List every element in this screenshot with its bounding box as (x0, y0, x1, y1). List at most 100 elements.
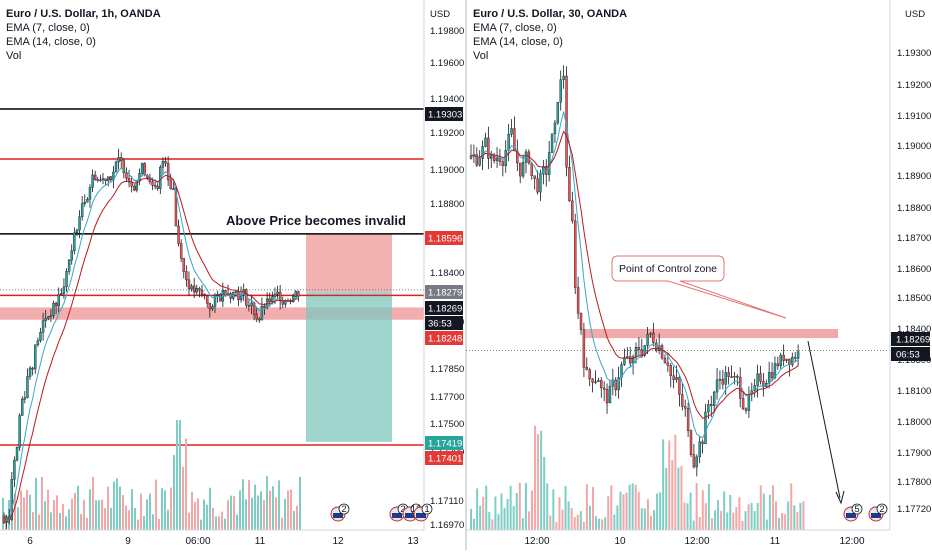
left-event-badge-1-count-text: 2 (341, 504, 346, 515)
left-price-tag[interactable] (425, 331, 463, 345)
right-candle (767, 372, 771, 384)
left-event-badge-2-flag (392, 513, 402, 518)
right-volume-bar (616, 505, 619, 530)
right-volume-bar (677, 467, 680, 530)
left-event-badge-4-count-text: 1 (424, 504, 429, 515)
left-ema14-label[interactable]: EMA (14, close, 0) (6, 36, 96, 48)
left-candle (234, 291, 238, 293)
right-x-tick: 12:00 (524, 536, 549, 547)
right-y-tick: 1.18400 (897, 324, 931, 335)
right-price-tag[interactable] (891, 332, 930, 346)
left-x-tick: 9 (125, 536, 131, 547)
point-of-control-zone[interactable] (585, 328, 838, 339)
right-candle (747, 394, 751, 411)
left-candle (174, 189, 178, 227)
right-candle (530, 162, 533, 176)
right-candle (649, 332, 652, 335)
right-volume-bar (503, 507, 506, 530)
left-candle (91, 174, 94, 188)
right-candle (660, 345, 664, 359)
left-ema7-label[interactable]: EMA (7, close, 0) (6, 22, 90, 34)
right-y-tick: 1.18600 (897, 264, 931, 275)
left-candle (247, 305, 251, 307)
left-event-badge-3-flag (405, 513, 415, 518)
poc-callout-box[interactable] (611, 255, 787, 319)
left-price-tag[interactable] (425, 301, 463, 315)
right-x-tick: 11 (770, 536, 781, 547)
left-event-badge-1-flag (333, 513, 343, 518)
left-candle (182, 258, 185, 272)
right-x-tick: 10 (614, 536, 626, 547)
right-candle (585, 367, 588, 370)
right-ema7-line (470, 111, 799, 439)
left-candle (166, 162, 170, 181)
left-volume-bar (188, 512, 190, 530)
left-volume-bar (197, 498, 199, 530)
right-volume-bar (762, 493, 765, 530)
right-y-tick: 1.18500 (897, 293, 931, 304)
left-event-badge-1-count (338, 503, 350, 515)
right-volume-bar (765, 519, 768, 530)
right-candle (672, 375, 675, 380)
left-candle (263, 305, 266, 308)
right-volume-bar (720, 510, 723, 530)
right-volume-bar (726, 512, 729, 530)
left-volume-bar (95, 500, 97, 530)
right-ema7-label[interactable]: EMA (7, close, 0) (473, 22, 557, 34)
left-volume-bar (260, 491, 262, 530)
right-volume-bar (527, 511, 530, 530)
left-price-tag[interactable] (425, 316, 463, 330)
right-volume-label[interactable]: Vol (473, 50, 489, 62)
left-candle (67, 259, 71, 272)
left-volume-bar (266, 476, 268, 530)
left-x-tick: 13 (407, 536, 419, 547)
left-candle (164, 161, 167, 164)
left-candle (161, 161, 165, 168)
left-volume-bar (131, 489, 133, 530)
right-y-tick: 1.18000 (897, 417, 931, 428)
left-volume-bar (23, 497, 25, 530)
left-price-tag[interactable] (425, 451, 463, 465)
left-candle (62, 286, 66, 294)
right-volume-bar (634, 484, 637, 530)
right-candle (724, 372, 727, 385)
left-candle (125, 172, 128, 179)
left-volume-bar (77, 485, 79, 530)
right-volume-bar (485, 485, 488, 530)
left-candle (216, 293, 219, 296)
right-volume-bar (707, 483, 710, 530)
left-candle (31, 367, 34, 370)
right-volume-bar (470, 508, 472, 530)
right-candle (617, 377, 620, 391)
left-candle (179, 243, 183, 259)
right-volume-bar (674, 434, 677, 530)
left-volume-bar (212, 507, 214, 530)
poc-callout-label: Point of Control zone (619, 263, 717, 275)
right-volume-bar (561, 509, 564, 530)
right-volume-bar (598, 518, 601, 530)
left-volume-bar (164, 490, 166, 530)
right-ema14-label[interactable]: EMA (14, close, 0) (473, 36, 563, 48)
left-price-tag[interactable] (425, 107, 463, 121)
right-volume-bar (515, 492, 518, 530)
right-price-tag[interactable] (891, 347, 930, 361)
left-volume-bar (20, 490, 22, 530)
right-candle (487, 137, 490, 159)
short-position-target-area[interactable] (306, 291, 392, 442)
right-candle (681, 394, 684, 407)
right-y-tick: 1.17720 (897, 504, 931, 515)
left-volume-bar (251, 497, 253, 530)
left-volume-bar (113, 481, 115, 530)
left-price-tag[interactable] (425, 231, 463, 245)
left-candle (200, 290, 204, 295)
left-volume-label[interactable]: Vol (6, 50, 22, 62)
left-price-tag[interactable] (425, 285, 463, 299)
right-volume-bar (796, 512, 799, 530)
right-volume-bar (656, 493, 659, 530)
short-position-stop-area[interactable] (306, 233, 392, 292)
right-volume-bar (689, 492, 692, 530)
left-volume-bar (257, 495, 259, 530)
projection-arrow[interactable] (807, 341, 841, 499)
left-price-tag[interactable] (425, 436, 463, 450)
